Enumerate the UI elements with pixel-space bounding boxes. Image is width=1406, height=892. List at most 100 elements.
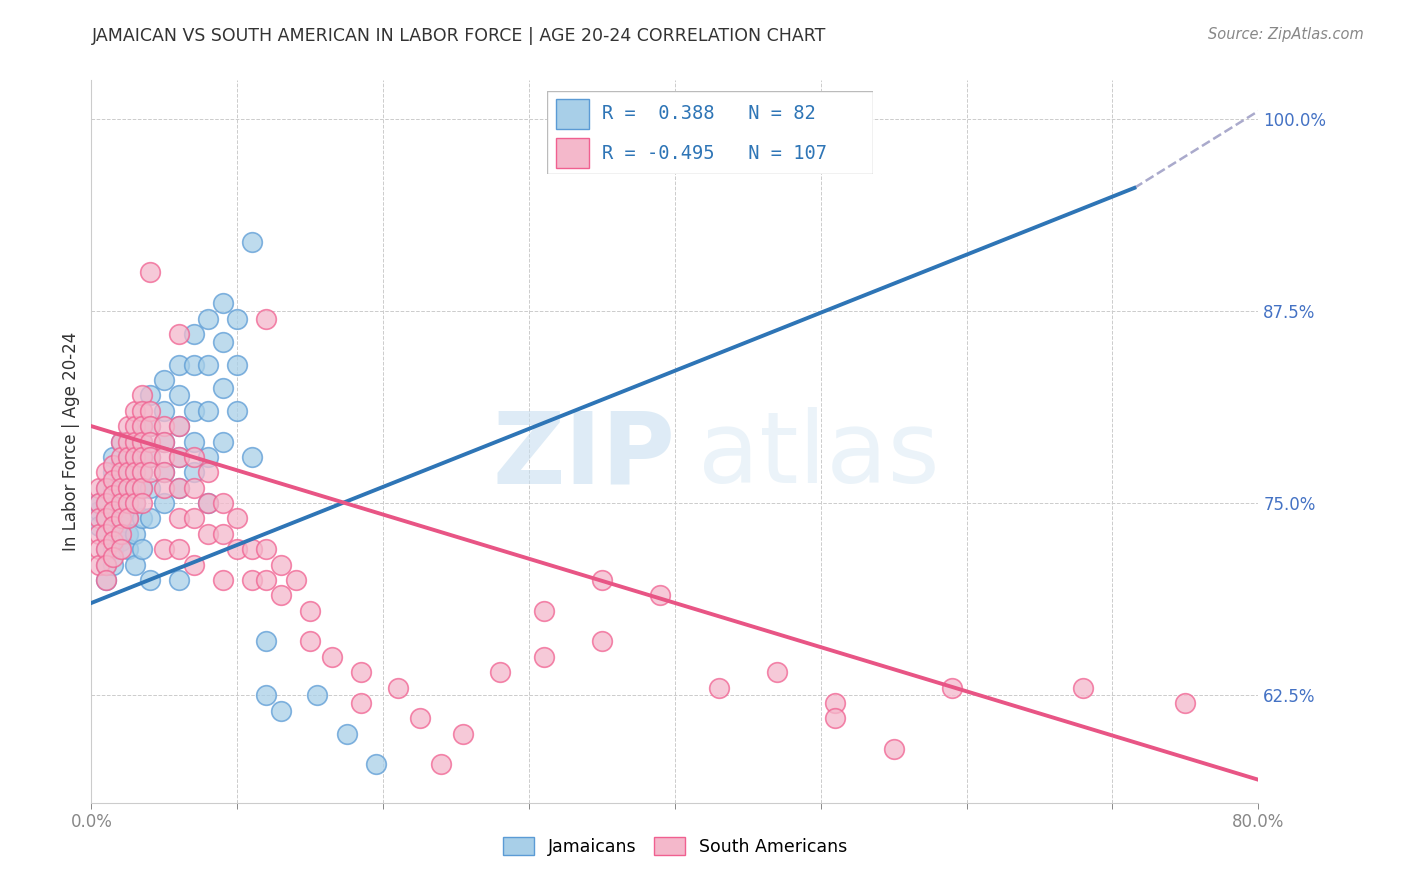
Point xyxy=(124,450,146,464)
Point xyxy=(197,358,219,372)
Point xyxy=(117,419,139,434)
Point xyxy=(110,526,132,541)
Point xyxy=(197,526,219,541)
Y-axis label: In Labor Force | Age 20-24: In Labor Force | Age 20-24 xyxy=(62,332,80,551)
Point xyxy=(131,450,153,464)
Point xyxy=(94,542,117,557)
Point xyxy=(167,481,190,495)
Point xyxy=(138,465,162,479)
Point xyxy=(1174,696,1197,710)
Point xyxy=(124,465,146,479)
Point xyxy=(211,296,233,310)
Point xyxy=(167,481,190,495)
Point xyxy=(110,473,132,487)
Point xyxy=(153,496,176,510)
Point xyxy=(153,481,176,495)
Point xyxy=(138,573,162,587)
Point xyxy=(131,419,153,434)
Point xyxy=(270,588,292,602)
Point xyxy=(131,465,153,479)
Point xyxy=(167,542,190,557)
Point xyxy=(94,496,117,510)
Point xyxy=(226,404,249,418)
Point xyxy=(87,526,110,541)
Point xyxy=(103,504,125,518)
Point xyxy=(211,334,233,349)
Point xyxy=(94,496,117,510)
Point xyxy=(824,711,846,725)
Point xyxy=(103,542,125,557)
Point xyxy=(124,496,146,510)
Point xyxy=(707,681,730,695)
Point xyxy=(941,681,963,695)
Point xyxy=(110,511,132,525)
Point xyxy=(533,604,555,618)
Point xyxy=(124,419,146,434)
Point xyxy=(124,481,146,495)
Point xyxy=(87,558,110,572)
Point xyxy=(591,573,613,587)
Point xyxy=(94,558,117,572)
Point xyxy=(591,634,613,648)
Point xyxy=(153,450,176,464)
Point xyxy=(211,434,233,449)
Point xyxy=(131,481,153,495)
Point xyxy=(124,496,146,510)
Point xyxy=(103,519,125,533)
Point xyxy=(270,704,292,718)
Point xyxy=(117,450,139,464)
Point xyxy=(103,558,125,572)
Point xyxy=(131,542,153,557)
Point xyxy=(117,496,139,510)
Point xyxy=(408,711,430,725)
Point xyxy=(183,465,205,479)
Point xyxy=(124,434,146,449)
Point xyxy=(197,496,219,510)
Point xyxy=(94,526,117,541)
Point xyxy=(138,419,162,434)
Point xyxy=(103,534,125,549)
Point xyxy=(240,235,263,249)
Point xyxy=(138,388,162,402)
Point xyxy=(131,434,153,449)
Point xyxy=(211,573,233,587)
Point xyxy=(138,511,162,525)
Point xyxy=(167,358,190,372)
Point xyxy=(254,688,277,702)
Point xyxy=(307,688,329,702)
Point xyxy=(226,311,249,326)
Point xyxy=(226,542,249,557)
Point xyxy=(131,465,153,479)
Point xyxy=(183,450,205,464)
Point xyxy=(167,450,190,464)
Legend: Jamaicans, South Americans: Jamaicans, South Americans xyxy=(496,830,853,863)
Point xyxy=(117,542,139,557)
Point xyxy=(183,434,205,449)
Point xyxy=(131,388,153,402)
Point xyxy=(131,434,153,449)
Point xyxy=(321,649,343,664)
Point xyxy=(254,542,277,557)
Point xyxy=(138,450,162,464)
Point xyxy=(124,450,146,464)
Point xyxy=(299,634,322,648)
Point xyxy=(153,465,176,479)
Point xyxy=(131,496,153,510)
Point xyxy=(183,481,205,495)
Point xyxy=(110,488,132,502)
Point xyxy=(254,311,277,326)
Point xyxy=(131,511,153,525)
Point xyxy=(87,542,110,557)
Point xyxy=(824,696,846,710)
Point xyxy=(103,488,125,502)
Point xyxy=(94,573,117,587)
Point xyxy=(153,542,176,557)
Point xyxy=(124,434,146,449)
Point xyxy=(350,696,373,710)
Point xyxy=(94,511,117,525)
Point xyxy=(183,511,205,525)
Point xyxy=(117,481,139,495)
Text: JAMAICAN VS SOUTH AMERICAN IN LABOR FORCE | AGE 20-24 CORRELATION CHART: JAMAICAN VS SOUTH AMERICAN IN LABOR FORC… xyxy=(91,27,825,45)
Point xyxy=(430,757,453,772)
Point xyxy=(94,465,117,479)
